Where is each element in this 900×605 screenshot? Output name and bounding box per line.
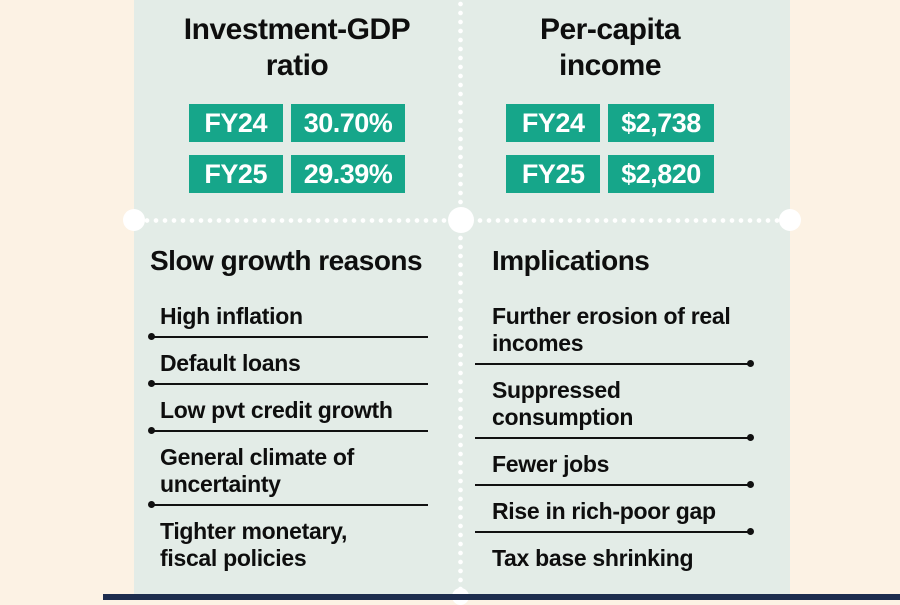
divider-circle-center (448, 207, 474, 233)
list-item-text: Default loans (160, 350, 301, 376)
slow-growth-reasons-title: Slow growth reasons (150, 245, 423, 276)
list-item: Suppressed consumption (475, 365, 754, 441)
list-item: General climate of uncertainty (148, 432, 428, 508)
fy24-investment-value-badge: 30.70% (290, 104, 406, 142)
list-item-text: Rise in rich-poor gap (492, 498, 716, 524)
list-item-text: Further erosion of real incomes (492, 303, 731, 356)
list-item: Tighter monetary, fiscal policies (150, 506, 428, 578)
investment-gdp-section: Investment-GDP ratio FY24 30.70% FY25 29… (134, 0, 460, 193)
per-capita-income-section: Per-capita income FY24 $2,738 FY25 $2,82… (460, 0, 790, 193)
list-item: Rise in rich-poor gap (475, 486, 754, 535)
investment-gdp-title-line1: Investment-GDP (183, 13, 411, 46)
per-capita-income-title-line1: Per-capita (539, 13, 681, 46)
list-item: Default loans (148, 338, 428, 387)
dotted-divider-vertical (458, 0, 463, 596)
list-item: Further erosion of real incomes (475, 291, 754, 367)
fy25-label-badge: FY25 (506, 155, 601, 193)
investment-gdp-title-line2: ratio (265, 49, 329, 82)
list-item: Low pvt credit growth (148, 385, 428, 434)
list-item: High inflation (148, 291, 428, 340)
investment-row-fy25: FY25 29.39% (134, 155, 460, 193)
implications-title: Implications (492, 245, 650, 276)
per-capita-income-title: Per-capita income (460, 12, 760, 84)
list-item: Tax base shrinking (475, 533, 752, 578)
slow-growth-reasons-section: Slow growth reasons High inflation Defau… (148, 240, 428, 578)
list-item-text: Fewer jobs (492, 451, 610, 477)
fy25-label-badge: FY25 (188, 155, 283, 193)
investment-row-fy24: FY24 30.70% (134, 104, 460, 142)
list-item-text: General climate of uncertainty (160, 444, 355, 497)
divider-circle-right (779, 209, 801, 231)
list-item-text: Tax base shrinking (492, 545, 694, 571)
per-capita-income-title-line2: income (558, 49, 662, 82)
list-item-text: Low pvt credit growth (160, 397, 393, 423)
list-item-text: High inflation (160, 303, 303, 329)
footer-bar (103, 594, 900, 600)
fy25-investment-value-badge: 29.39% (290, 155, 406, 193)
fy24-label-badge: FY24 (506, 104, 601, 142)
investment-gdp-title: Investment-GDP ratio (134, 12, 460, 84)
fy24-label-badge: FY24 (188, 104, 283, 142)
list-item: Fewer jobs (475, 439, 754, 488)
implications-section: Implications Further erosion of real inc… (475, 240, 754, 578)
slow-growth-reasons-list: High inflation Default loans Low pvt cre… (148, 291, 428, 578)
fy24-income-value-badge: $2,738 (608, 104, 714, 142)
list-item-text: Tighter monetary, fiscal policies (160, 518, 348, 571)
divider-circle-left (123, 209, 145, 231)
list-item-text: Suppressed consumption (492, 377, 634, 430)
income-row-fy25: FY25 $2,820 (460, 155, 760, 193)
income-row-fy24: FY24 $2,738 (460, 104, 760, 142)
fy25-income-value-badge: $2,820 (608, 155, 714, 193)
implications-list: Further erosion of real incomes Suppress… (475, 291, 754, 578)
